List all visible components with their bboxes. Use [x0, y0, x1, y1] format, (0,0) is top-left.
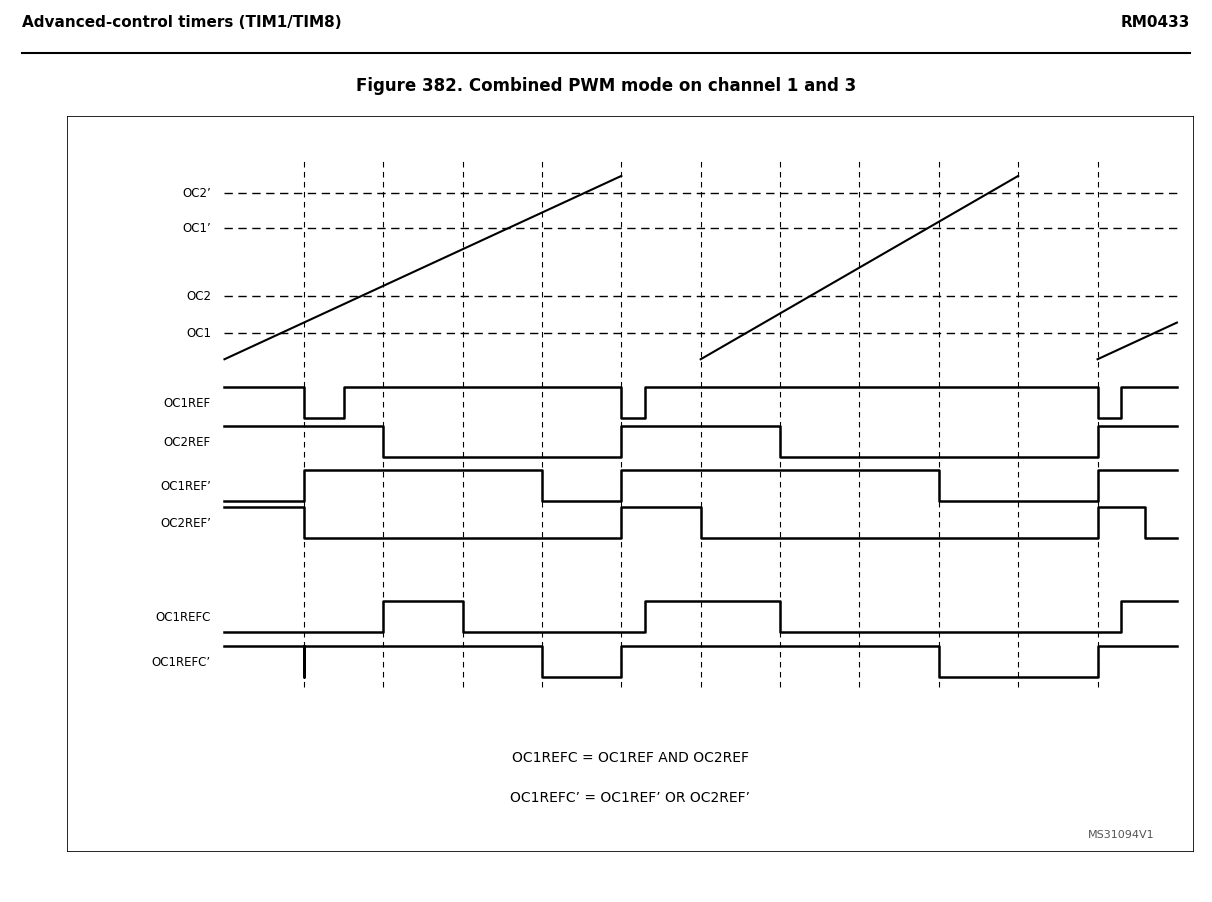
- Text: OC2’: OC2’: [182, 188, 211, 200]
- Text: Figure 382. Combined PWM mode on channel 1 and 3: Figure 382. Combined PWM mode on channel…: [356, 77, 856, 95]
- Text: OC2REF’: OC2REF’: [160, 517, 211, 529]
- Text: MS31094V1: MS31094V1: [1087, 829, 1154, 839]
- Text: OC1’: OC1’: [182, 222, 211, 235]
- Text: OC1REFC: OC1REFC: [155, 610, 211, 623]
- Text: OC1: OC1: [185, 327, 211, 340]
- Text: Advanced-control timers (TIM1/TIM8): Advanced-control timers (TIM1/TIM8): [22, 14, 342, 30]
- Text: OC1REFC’: OC1REFC’: [152, 656, 211, 668]
- Text: OC1REFC’ = OC1REF’ OR OC2REF’: OC1REFC’ = OC1REF’ OR OC2REF’: [510, 790, 750, 805]
- Text: OC1REF: OC1REF: [164, 397, 211, 410]
- Text: OC1REFC = OC1REF AND OC2REF: OC1REFC = OC1REF AND OC2REF: [511, 750, 749, 764]
- Text: RM0433: RM0433: [1121, 14, 1190, 30]
- Text: OC2REF: OC2REF: [164, 436, 211, 448]
- Text: OC2: OC2: [185, 290, 211, 303]
- Text: OC1REF’: OC1REF’: [160, 480, 211, 492]
